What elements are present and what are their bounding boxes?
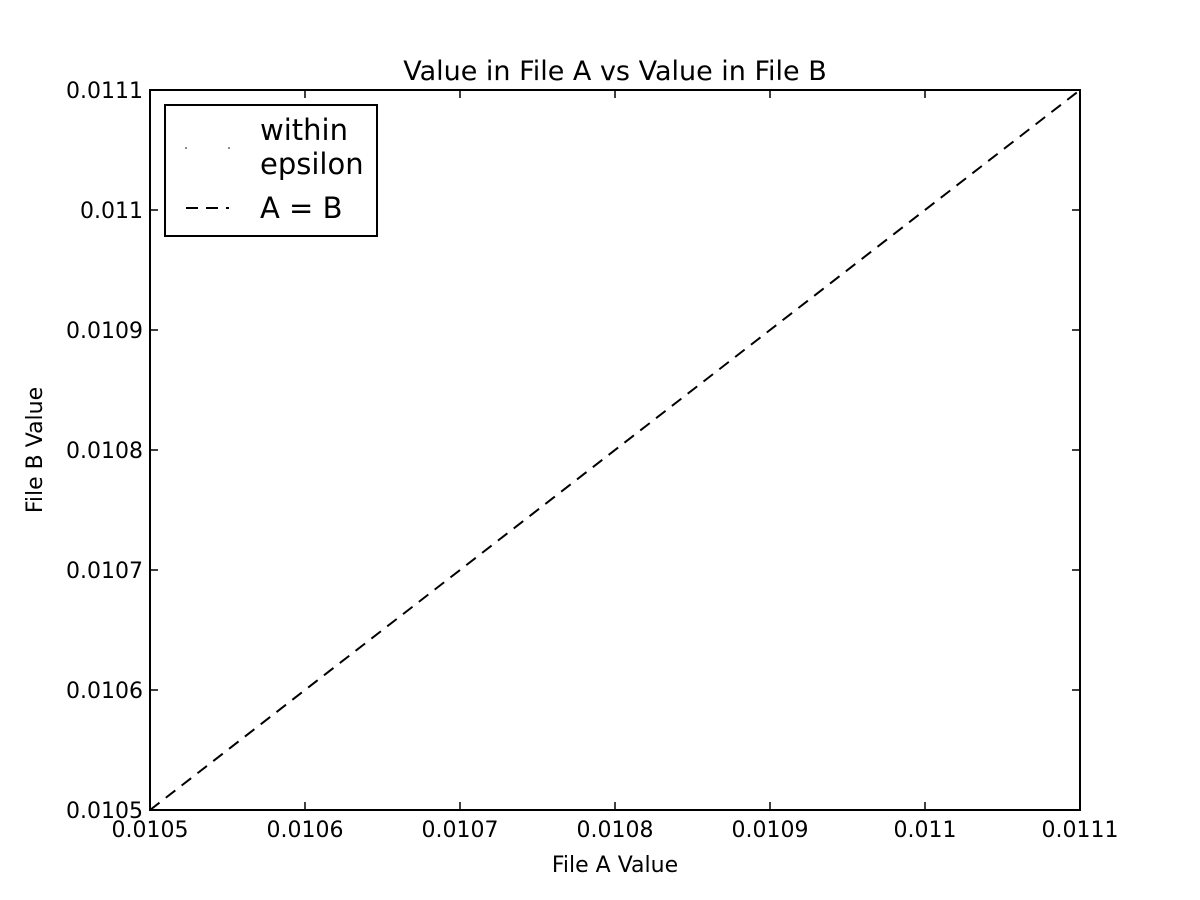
- y-tick-label: 0.0106: [66, 679, 143, 704]
- x-axis-label: File A Value: [552, 853, 678, 878]
- plot-series: [149, 89, 1081, 811]
- y-tick-label: 0.0111: [66, 79, 143, 104]
- legend-label-within-epsilon: within: [260, 113, 348, 147]
- legend-marker-dot: [228, 147, 230, 149]
- x-tick-labels: 0.0105 0.0106 0.0107 0.0108 0.0109 0.011 0.011…: [112, 818, 1119, 843]
- y-tick-label: 0.0107: [66, 559, 143, 584]
- y-tick-label: 0.0109: [66, 319, 143, 344]
- x-tick-label: 0.0111: [1042, 818, 1119, 843]
- legend-marker-dot: [185, 147, 187, 149]
- legend-label-a-equals-b: A = B: [260, 191, 342, 225]
- y-axis-label: File B Value: [23, 387, 48, 513]
- x-tick-label: 0.0105: [112, 818, 189, 843]
- x-tick-label: 0.0109: [732, 818, 809, 843]
- x-tick-label: 0.011: [894, 818, 957, 843]
- x-tick-label: 0.0106: [267, 818, 344, 843]
- y-tick-label: 0.0108: [66, 439, 143, 464]
- y-tick-label: 0.0105: [66, 799, 143, 824]
- legend-label-within-epsilon: epsilon: [260, 147, 364, 181]
- identity-line: [149, 89, 1081, 811]
- chart-title: Value in File A vs Value in File B: [403, 56, 827, 87]
- y-tick-label: 0.011: [80, 199, 143, 224]
- plot-frame: [149, 89, 1081, 811]
- x-tick-label: 0.0108: [577, 818, 654, 843]
- x-tick-label: 0.0107: [422, 818, 499, 843]
- y-tick-labels: 0.0105 0.0106 0.0107 0.0108 0.0109 0.011 0.011…: [66, 79, 143, 824]
- legend-box: [164, 104, 378, 237]
